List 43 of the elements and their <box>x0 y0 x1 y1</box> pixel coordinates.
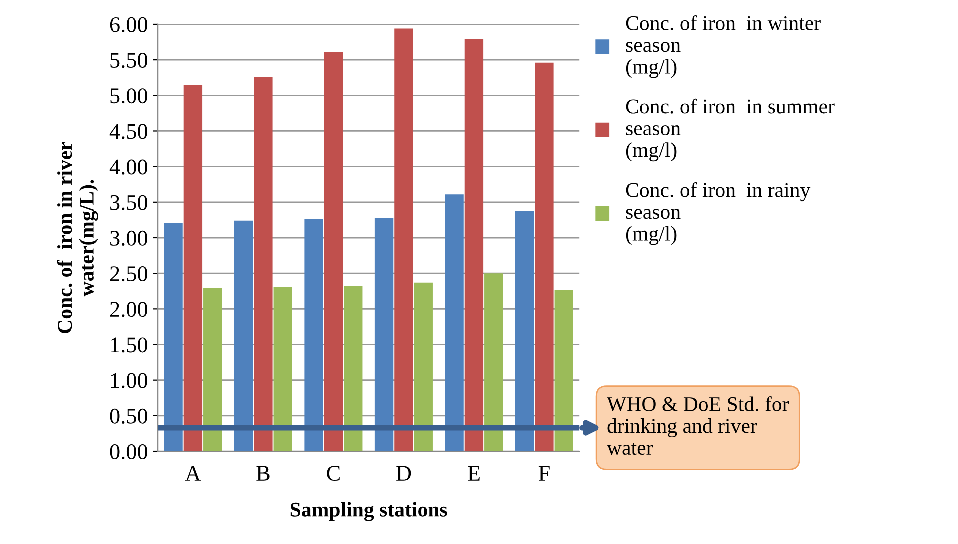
y-tick-label: 6.00 <box>110 17 148 33</box>
bar <box>414 282 433 452</box>
y-tick-label: 3.00 <box>110 230 148 246</box>
y-tick-label: 0.50 <box>110 408 148 424</box>
bar <box>445 194 464 452</box>
x-tick-label: F <box>538 466 550 481</box>
y-tick-label: 5.00 <box>110 88 148 104</box>
y-tick-label: 1.50 <box>111 338 148 353</box>
bar <box>344 286 363 452</box>
y-tick-label: 2.00 <box>110 302 148 318</box>
bar <box>515 210 534 452</box>
ref-line-label: WHO & DoE Std. for drinking and river water <box>607 396 790 456</box>
bar <box>234 220 254 452</box>
legend-label: Conc. of iron in summer season (mg/l) <box>626 98 835 162</box>
x-tick-label: B <box>256 466 270 481</box>
legend-label: Conc. of iron in winter season (mg/l) <box>626 16 821 78</box>
bar <box>554 290 574 452</box>
bar <box>184 84 203 452</box>
bar <box>535 62 554 452</box>
y-tick-label: 0.00 <box>110 444 148 460</box>
x-tick-label: D <box>396 466 412 481</box>
y-axis-title: Conc. of iron in river water(mg/L). <box>57 142 98 334</box>
x-axis-title: Sampling stations <box>290 502 448 522</box>
x-tick-label: A <box>185 466 202 481</box>
y-tick-label: 2.50 <box>110 266 148 282</box>
bar <box>394 28 414 452</box>
bar <box>324 52 344 452</box>
y-tick-label: 1.00 <box>111 373 148 388</box>
bar <box>254 77 273 452</box>
x-tick-label: E <box>468 466 480 481</box>
y-tick-label: 3.50 <box>110 195 148 210</box>
y-tick-label: 4.50 <box>110 124 148 140</box>
bar <box>374 218 394 452</box>
y-tick-label: 5.50 <box>110 53 148 68</box>
x-tick-label: C <box>327 466 340 482</box>
bar <box>164 223 183 452</box>
legend-label: Conc. of iron in rainy season (mg/l) <box>626 182 811 246</box>
bar <box>484 274 504 452</box>
bar <box>274 287 292 452</box>
y-tick-label: 4.00 <box>110 160 148 175</box>
bar <box>464 39 484 452</box>
bar <box>204 288 222 452</box>
bar <box>304 219 324 452</box>
